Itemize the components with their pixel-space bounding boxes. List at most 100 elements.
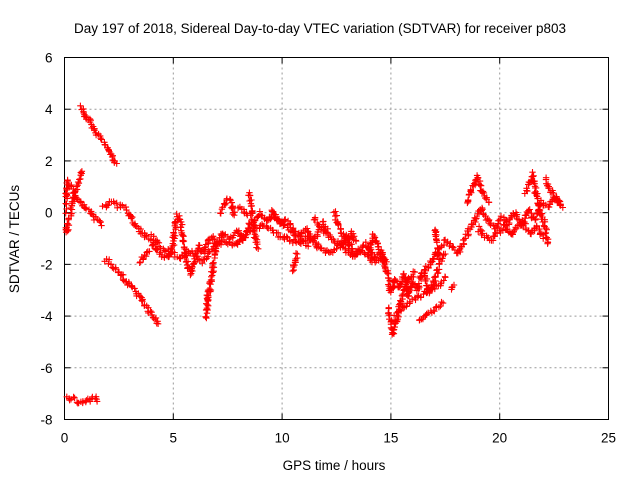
data-point (255, 245, 262, 252)
data-point (212, 248, 220, 255)
data-point (401, 283, 409, 291)
data-point (420, 290, 427, 298)
data-point (415, 280, 422, 287)
data-point (142, 253, 150, 260)
data-point (153, 246, 160, 254)
data-point (143, 249, 150, 256)
data-point (399, 291, 406, 298)
data-point (433, 239, 441, 246)
data-point (403, 302, 410, 310)
data-point (475, 223, 483, 230)
data-point (344, 239, 352, 246)
data-point (171, 219, 178, 226)
data-point (248, 202, 255, 209)
data-point (501, 221, 508, 228)
data-point (138, 297, 145, 304)
data-point (280, 222, 288, 229)
data-point (157, 244, 164, 252)
data-point (62, 210, 69, 217)
data-point (477, 226, 484, 233)
data-point (507, 215, 514, 222)
data-point (244, 212, 251, 219)
data-point (305, 243, 312, 250)
data-point (154, 320, 162, 327)
data-point (333, 212, 340, 219)
data-point (442, 274, 449, 281)
data-point (161, 247, 168, 254)
data-point (209, 272, 216, 279)
data-point (294, 250, 301, 258)
x-axis-label: GPS time / hours (283, 458, 386, 473)
data-point (204, 301, 211, 308)
data-point (64, 220, 71, 227)
data-point (70, 393, 77, 401)
data-point (478, 207, 485, 214)
data-point (170, 229, 177, 236)
data-point (139, 298, 146, 305)
data-point (559, 204, 566, 211)
data-point (435, 304, 443, 311)
data-point (231, 212, 238, 219)
data-point (464, 196, 472, 204)
data-point (184, 258, 192, 265)
data-point (379, 251, 386, 258)
data-point (63, 200, 70, 208)
data-point (210, 259, 217, 266)
data-point (93, 398, 101, 405)
data-point (223, 195, 231, 202)
data-point (442, 250, 449, 258)
data-point (291, 261, 298, 269)
data-point (533, 191, 540, 199)
data-point (371, 234, 379, 241)
data-point (512, 225, 520, 232)
data-point (340, 230, 347, 238)
data-point (384, 269, 391, 277)
data-point (330, 209, 338, 216)
data-point (270, 210, 277, 218)
data-point (434, 252, 441, 259)
data-point (394, 312, 401, 319)
plot-area-frame (64, 57, 609, 420)
x-tick-label: 20 (492, 431, 507, 446)
y-tick-label: -2 (40, 257, 52, 272)
data-point (251, 222, 258, 229)
data-point (475, 174, 482, 181)
x-tick-label: 0 (61, 431, 69, 446)
data-point (383, 258, 390, 265)
data-point (209, 260, 216, 267)
data-point (546, 185, 553, 192)
data-point (202, 313, 209, 320)
data-point (351, 233, 358, 240)
data-point (324, 230, 331, 237)
data-point (411, 268, 418, 276)
data-point (404, 293, 412, 300)
data-point (524, 187, 531, 195)
y-tick-label: 6 (45, 51, 53, 66)
data-point (180, 238, 187, 245)
data-point (98, 136, 105, 143)
data-point (106, 256, 113, 263)
data-point (275, 216, 283, 223)
data-point (64, 177, 71, 185)
data-point (97, 135, 104, 142)
data-point (345, 235, 352, 242)
data-point (544, 240, 551, 247)
data-point (70, 189, 78, 196)
data-point (154, 238, 161, 246)
data-point (526, 206, 533, 213)
data-point (289, 267, 296, 275)
data-point (540, 235, 547, 242)
data-point (128, 215, 135, 222)
x-tick-label: 10 (275, 431, 290, 446)
data-point (479, 230, 486, 237)
x-tick-label: 5 (170, 431, 178, 446)
data-point (249, 210, 256, 217)
y-tick-label: -4 (40, 309, 52, 324)
chart-title: Day 197 of 2018, Sidereal Day-to-day VTE… (74, 21, 566, 36)
data-point (353, 251, 360, 258)
data-point (292, 255, 299, 263)
data-point (462, 235, 469, 242)
y-axis-label: SDTVAR / TECUs (7, 185, 22, 294)
data-point (465, 231, 472, 238)
data-point (523, 185, 530, 192)
